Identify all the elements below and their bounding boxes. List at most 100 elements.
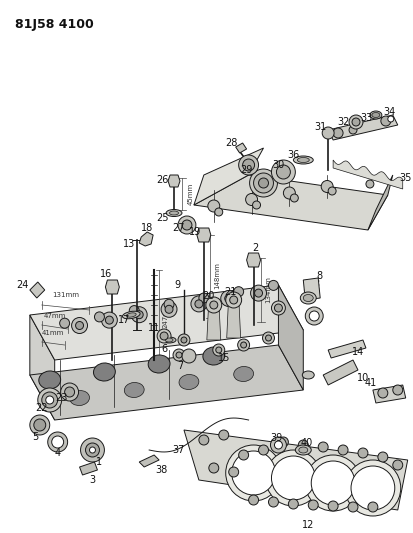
Circle shape [48, 432, 68, 452]
Circle shape [42, 392, 58, 408]
Circle shape [338, 445, 348, 455]
Circle shape [102, 312, 117, 328]
Polygon shape [80, 462, 97, 475]
Circle shape [378, 388, 388, 398]
Polygon shape [194, 148, 263, 205]
Circle shape [278, 437, 288, 447]
Ellipse shape [295, 445, 311, 455]
Text: 3: 3 [90, 475, 95, 485]
Circle shape [328, 187, 336, 195]
Polygon shape [227, 295, 241, 338]
Circle shape [191, 296, 207, 312]
Polygon shape [194, 175, 388, 230]
Circle shape [311, 461, 355, 505]
Text: 81J58 4100: 81J58 4100 [15, 18, 94, 31]
Circle shape [276, 165, 290, 179]
Circle shape [105, 316, 113, 324]
Circle shape [182, 349, 196, 363]
Polygon shape [30, 315, 55, 420]
Circle shape [241, 342, 247, 348]
Circle shape [271, 301, 285, 315]
Circle shape [318, 442, 328, 452]
Text: 131mm: 131mm [52, 292, 79, 298]
Ellipse shape [300, 292, 316, 304]
Text: 35: 35 [399, 173, 412, 183]
Circle shape [161, 301, 177, 317]
Circle shape [349, 126, 357, 134]
Circle shape [309, 311, 319, 321]
Ellipse shape [70, 391, 90, 406]
Polygon shape [247, 253, 261, 267]
Polygon shape [368, 175, 393, 230]
Polygon shape [373, 385, 406, 403]
Ellipse shape [299, 447, 308, 453]
Text: 23: 23 [55, 393, 68, 403]
Text: 37: 37 [173, 445, 185, 455]
Polygon shape [139, 455, 159, 467]
Circle shape [321, 181, 333, 192]
Text: 27: 27 [173, 223, 185, 233]
Circle shape [71, 318, 88, 334]
Polygon shape [303, 278, 320, 300]
Text: 39: 39 [271, 433, 282, 443]
Circle shape [249, 169, 278, 197]
Text: 19: 19 [189, 227, 201, 237]
Circle shape [129, 305, 139, 316]
Circle shape [288, 499, 298, 509]
Circle shape [239, 155, 259, 175]
Text: 20: 20 [203, 291, 215, 301]
Polygon shape [30, 282, 45, 298]
Circle shape [219, 430, 229, 440]
Text: 30: 30 [272, 160, 285, 170]
Circle shape [381, 116, 391, 126]
Circle shape [195, 300, 203, 308]
Text: 45mm: 45mm [188, 183, 194, 205]
Circle shape [232, 451, 275, 495]
Circle shape [308, 500, 318, 510]
Circle shape [283, 187, 295, 199]
Ellipse shape [166, 209, 182, 216]
Circle shape [213, 344, 225, 356]
Circle shape [30, 415, 50, 435]
Circle shape [34, 419, 46, 431]
Circle shape [176, 352, 182, 358]
Circle shape [95, 312, 104, 322]
Circle shape [305, 455, 361, 511]
Polygon shape [168, 175, 180, 187]
Circle shape [46, 396, 54, 404]
Circle shape [215, 208, 223, 216]
Circle shape [254, 173, 273, 193]
Circle shape [271, 437, 286, 453]
Text: 11: 11 [148, 323, 160, 333]
Circle shape [242, 159, 254, 171]
Ellipse shape [162, 337, 176, 343]
Text: 5: 5 [33, 432, 39, 442]
Circle shape [173, 349, 185, 361]
Circle shape [226, 292, 242, 308]
Text: 8: 8 [316, 271, 322, 281]
Circle shape [209, 463, 219, 473]
Circle shape [234, 287, 244, 297]
Text: 2: 2 [252, 243, 259, 253]
Polygon shape [207, 300, 221, 340]
Text: 12: 12 [302, 520, 314, 530]
Circle shape [59, 318, 70, 328]
Polygon shape [328, 115, 398, 140]
Circle shape [160, 332, 168, 340]
Circle shape [65, 387, 75, 397]
Circle shape [237, 339, 249, 351]
Polygon shape [328, 340, 366, 358]
Circle shape [259, 178, 268, 188]
Circle shape [90, 447, 95, 453]
Circle shape [378, 452, 388, 462]
Circle shape [216, 347, 222, 353]
Text: 22: 22 [36, 403, 48, 413]
Circle shape [393, 460, 403, 470]
Circle shape [178, 334, 190, 346]
Circle shape [322, 127, 334, 139]
Circle shape [38, 388, 62, 412]
Polygon shape [30, 285, 303, 360]
Text: 47mm: 47mm [43, 313, 66, 319]
Circle shape [135, 311, 143, 319]
Circle shape [352, 118, 360, 126]
